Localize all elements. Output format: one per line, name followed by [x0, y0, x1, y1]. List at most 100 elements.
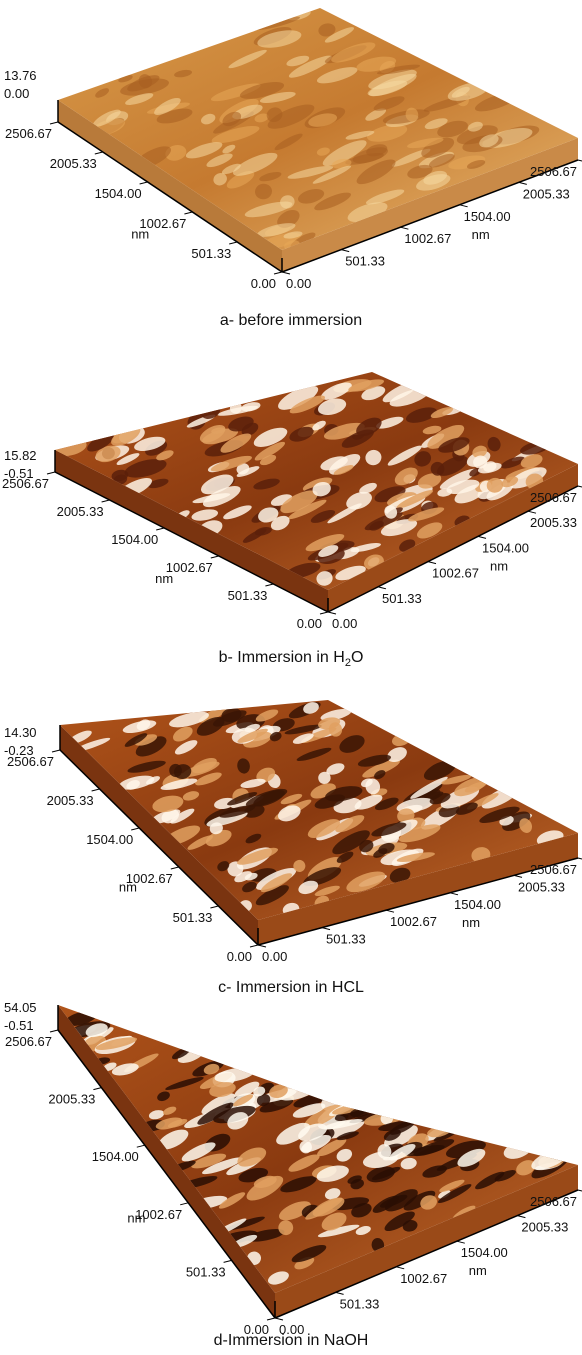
tick — [578, 1190, 582, 1192]
tick — [184, 212, 192, 214]
tick — [250, 945, 258, 947]
tick — [378, 587, 386, 589]
tick — [328, 612, 336, 614]
right-tick-label: 1002.67 — [432, 566, 479, 581]
tick — [578, 160, 582, 162]
tick — [93, 1088, 101, 1090]
right-tick-label: 2506.67 — [530, 164, 577, 179]
tick — [386, 910, 394, 912]
z-max-label: 14.30 — [4, 725, 37, 740]
tick — [131, 828, 139, 830]
right-tick-label: 501.33 — [340, 1296, 380, 1311]
tick — [528, 511, 536, 513]
right-tick-label: 2506.67 — [530, 862, 577, 877]
tick — [457, 1241, 465, 1243]
panel: 13.760.002506.672005.331504.001002.67501… — [4, 8, 582, 329]
z-min-label: -0.51 — [4, 1018, 34, 1033]
left-tick-label: 1504.00 — [111, 532, 158, 547]
left-tick-label: 501.33 — [191, 246, 231, 261]
tick — [274, 272, 282, 274]
tick — [514, 875, 522, 877]
caption: c- Immersion in HCL — [218, 979, 364, 996]
tick — [450, 893, 458, 895]
right-tick-label: 2005.33 — [518, 879, 565, 894]
tick — [267, 1318, 275, 1320]
left-tick-label: 2506.67 — [7, 754, 54, 769]
z-min-label: 0.00 — [4, 86, 29, 101]
right-tick-label: 2005.33 — [523, 186, 570, 201]
tick — [229, 242, 237, 244]
right-unit-label: nm — [490, 558, 508, 573]
right-tick-label: 0.00 — [262, 949, 287, 964]
tick — [92, 789, 100, 791]
tick — [47, 472, 55, 474]
tick — [400, 227, 408, 229]
caption-part: d-Immersion in NaOH — [214, 1332, 369, 1349]
right-tick-label: 501.33 — [382, 591, 422, 606]
right-tick-label: 2506.67 — [530, 1194, 577, 1209]
right-tick-label: 1002.67 — [404, 231, 451, 246]
left-tick-label: 2005.33 — [47, 793, 94, 808]
tick — [171, 867, 179, 869]
tick — [341, 250, 349, 252]
tick — [282, 272, 290, 274]
tick — [210, 906, 218, 908]
left-unit-label: nm — [155, 571, 173, 586]
tick — [578, 858, 582, 860]
right-unit-label: nm — [462, 915, 480, 930]
right-tick-label: 0.00 — [286, 276, 311, 291]
caption-part: b- Immersion in H — [219, 649, 345, 666]
tick — [517, 1216, 525, 1218]
tick — [275, 1318, 283, 1320]
panel: 14.30-0.232506.672005.331504.001002.6750… — [4, 699, 582, 996]
tick — [137, 1145, 145, 1147]
right-unit-label: nm — [469, 1263, 487, 1278]
tick — [50, 1030, 58, 1032]
tick — [265, 584, 273, 586]
left-tick-label: 501.33 — [186, 1264, 226, 1279]
panel: 15.82-0.512506.672005.331504.001002.6750… — [2, 372, 582, 669]
left-tick-label: 2506.67 — [5, 126, 52, 141]
tick — [478, 536, 486, 538]
left-tick-label: 0.00 — [227, 949, 252, 964]
tick — [224, 1260, 232, 1262]
left-tick-label: 1504.00 — [92, 1149, 139, 1164]
tick — [322, 928, 330, 930]
caption-part: c- Immersion in HCL — [218, 979, 364, 996]
tick — [519, 182, 527, 184]
left-unit-label: nm — [131, 227, 149, 242]
z-max-label: 15.82 — [4, 448, 37, 463]
tick — [50, 122, 58, 124]
panel: 54.05-0.512506.672005.331504.001002.6750… — [4, 1000, 582, 1349]
right-tick-label: 1504.00 — [461, 1245, 508, 1260]
left-tick-label: 1504.00 — [95, 186, 142, 201]
right-tick-label: 1002.67 — [390, 914, 437, 929]
right-tick-label: 501.33 — [326, 932, 366, 947]
tick — [180, 1203, 188, 1205]
right-tick-label: 1504.00 — [464, 209, 511, 224]
tick — [320, 612, 328, 614]
caption-part: a- before immersion — [220, 312, 362, 329]
tick — [211, 556, 219, 558]
right-tick-label: 2506.67 — [530, 490, 577, 505]
tick — [428, 562, 436, 564]
left-tick-label: 0.00 — [297, 616, 322, 631]
right-tick-label: 501.33 — [345, 254, 385, 269]
right-tick-label: 2005.33 — [521, 1220, 568, 1235]
tick — [140, 182, 148, 184]
tick — [102, 500, 110, 502]
tick — [578, 486, 582, 488]
caption: b- Immersion in H2O — [219, 649, 364, 669]
left-tick-label: 501.33 — [228, 588, 268, 603]
left-unit-label: nm — [119, 879, 137, 894]
figure: 13.760.002506.672005.331504.001002.67501… — [0, 0, 582, 1355]
tick — [52, 750, 60, 752]
caption: d-Immersion in NaOH — [214, 1332, 369, 1349]
left-tick-label: 1504.00 — [86, 832, 133, 847]
tick — [336, 1292, 344, 1294]
z-max-label: 54.05 — [4, 1000, 37, 1015]
tick — [460, 205, 468, 207]
caption: a- before immersion — [220, 312, 362, 329]
right-tick-label: 1504.00 — [482, 540, 529, 555]
right-unit-label: nm — [472, 227, 490, 242]
